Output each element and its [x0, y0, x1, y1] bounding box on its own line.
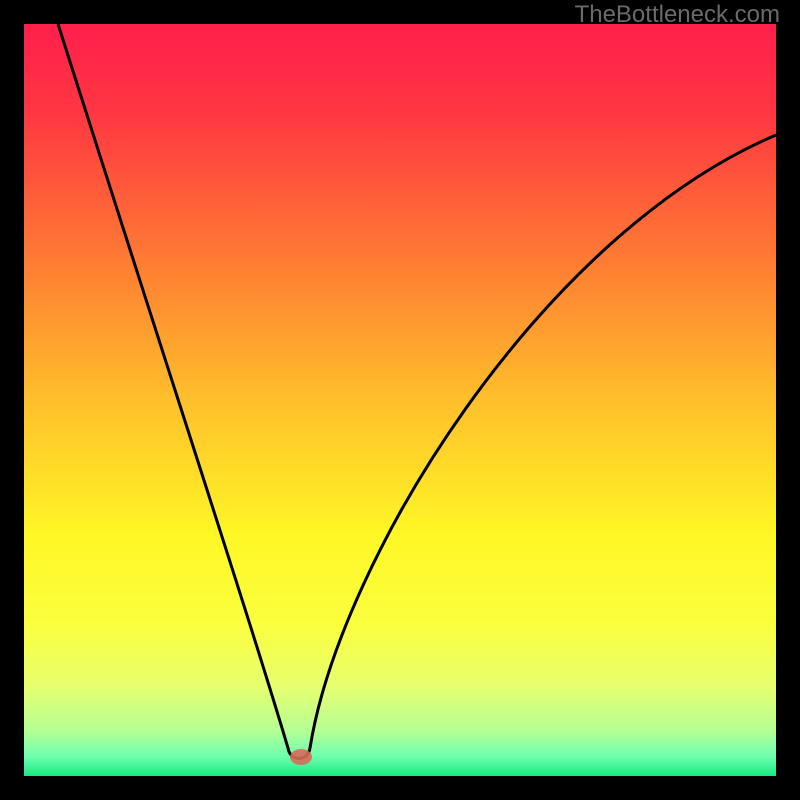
watermark-text: TheBottleneck.com [575, 1, 780, 28]
chart-container: TheBottleneck.com [0, 0, 800, 800]
bottleneck-chart: TheBottleneck.com [0, 0, 800, 800]
optimum-marker [290, 749, 312, 765]
gradient-background [24, 24, 776, 776]
